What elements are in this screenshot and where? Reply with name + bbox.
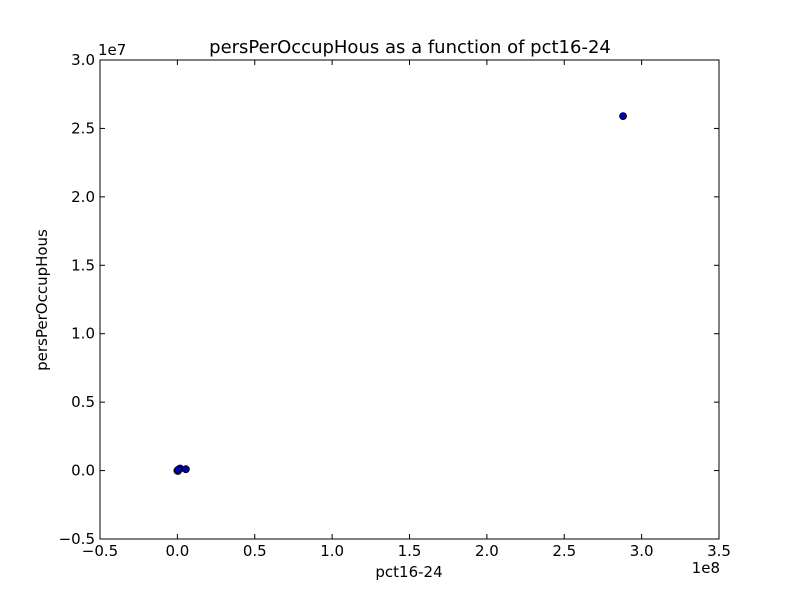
y-axis-offset-label: 1e7 bbox=[98, 41, 126, 59]
y-tick-label: 2.0 bbox=[71, 188, 95, 206]
data-point bbox=[174, 466, 183, 475]
y-tick-label: 0.5 bbox=[71, 393, 95, 411]
x-tick-label: 2.0 bbox=[475, 542, 499, 560]
data-point bbox=[619, 112, 627, 121]
points-layer bbox=[173, 112, 627, 475]
x-tick-label: 0.5 bbox=[243, 542, 267, 560]
plot-area-frame bbox=[99, 59, 720, 540]
chart-title: persPerOccupHous as a function of pct16-… bbox=[209, 37, 611, 58]
y-tick-label: −0.5 bbox=[59, 530, 95, 548]
y-tick-label: 0.0 bbox=[71, 462, 95, 480]
x-tick-label: 0.0 bbox=[165, 542, 189, 560]
x-tick-label: 1.0 bbox=[320, 542, 344, 560]
ticks-layer: −0.5 0.0 0.5 1.0 1.5 2.0 2.5 3.0 3.5 −0.5 0.0 0.5 1.… bbox=[59, 51, 731, 560]
x-axis-label: pct16-24 bbox=[375, 563, 442, 581]
data-point bbox=[181, 465, 190, 474]
y-axis-label: persPerOccupHous bbox=[33, 229, 51, 371]
y-tick-label: 1.0 bbox=[71, 325, 95, 343]
y-tick-label: 3.0 bbox=[71, 51, 95, 69]
y-tick-label: 2.5 bbox=[71, 119, 95, 137]
x-tick-label: 2.5 bbox=[552, 542, 576, 560]
x-tick-label: 3.5 bbox=[707, 542, 731, 560]
x-axis-offset-label: 1e8 bbox=[692, 559, 720, 577]
x-tick-label: 1.5 bbox=[398, 542, 422, 560]
y-tick-label: 1.5 bbox=[71, 256, 95, 274]
x-tick-label: −0.5 bbox=[82, 542, 118, 560]
x-tick-label: 3.0 bbox=[630, 542, 654, 560]
